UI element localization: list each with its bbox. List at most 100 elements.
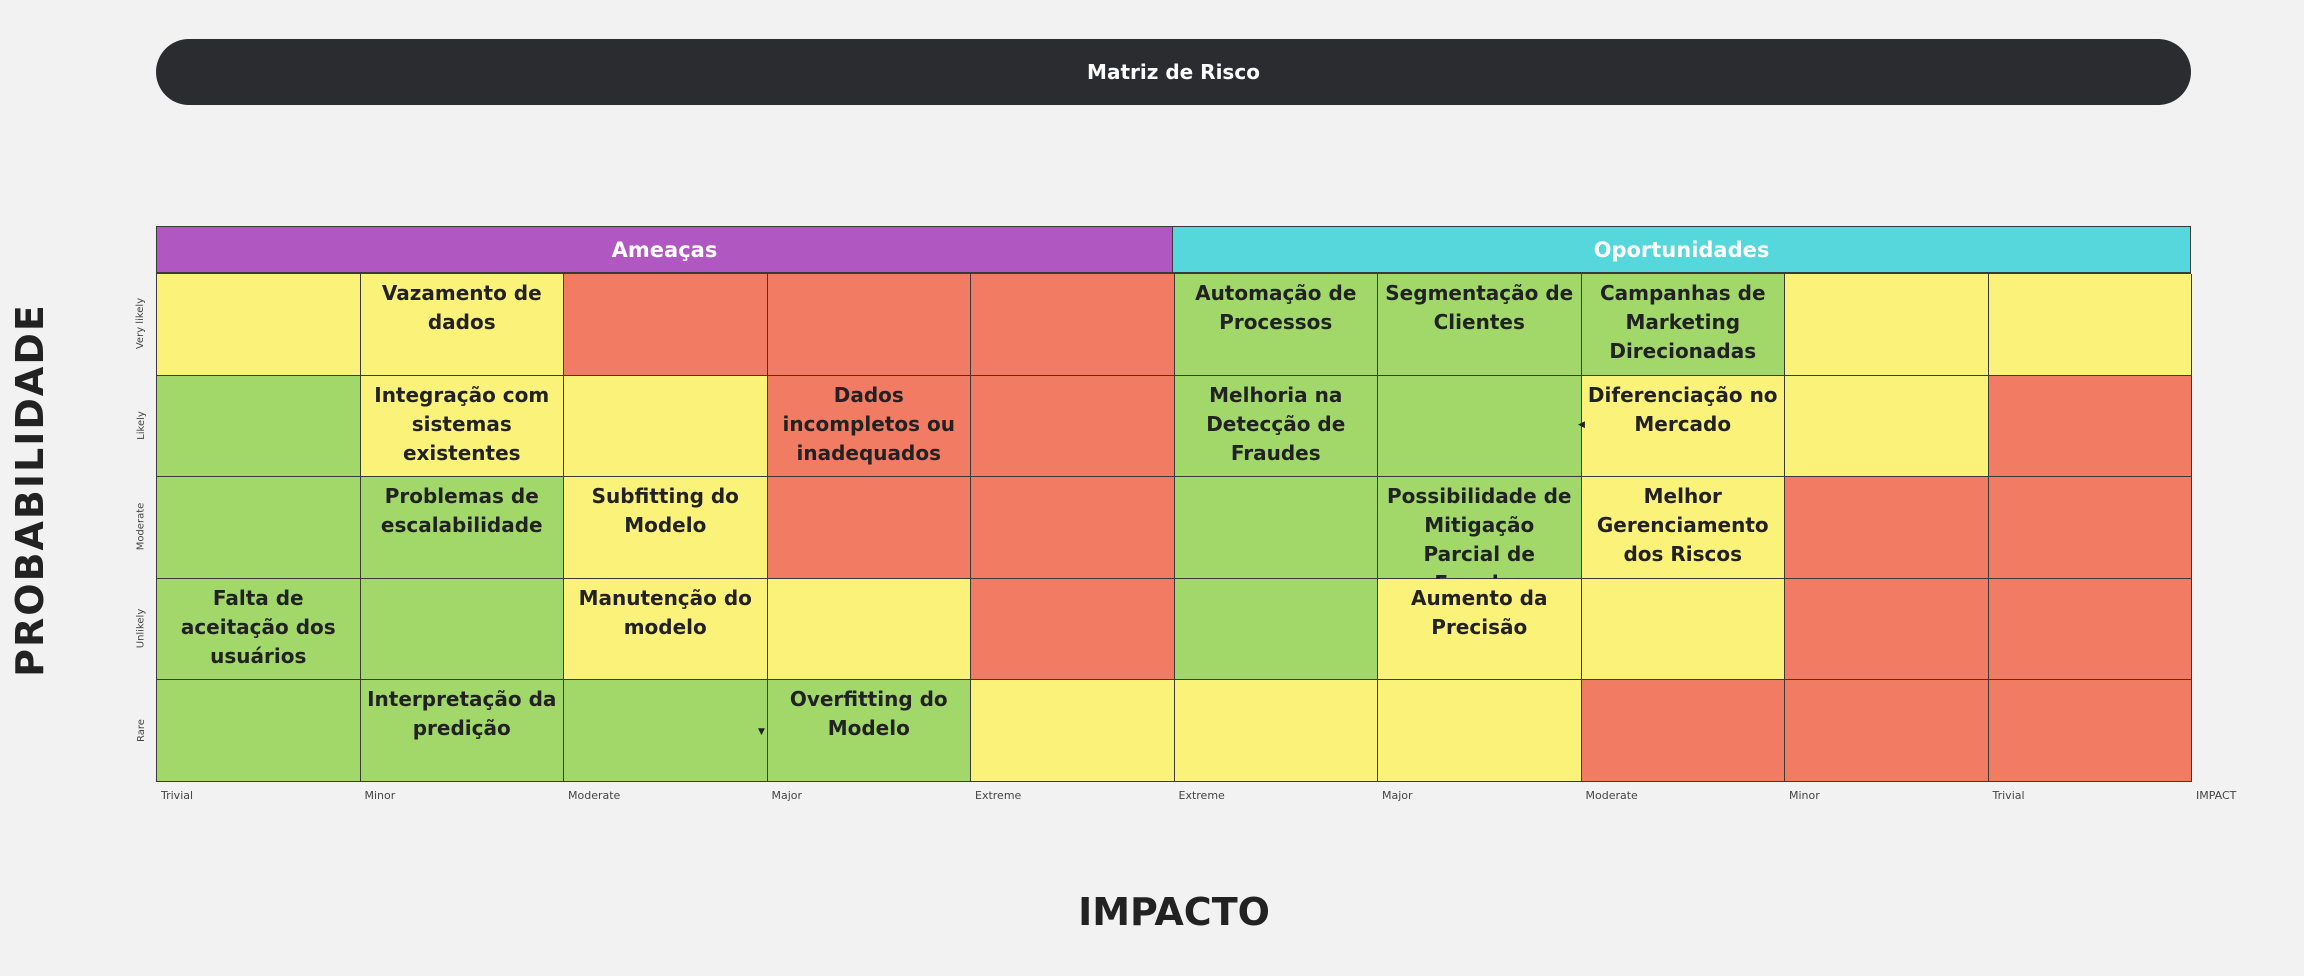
matrix-cell	[971, 274, 1175, 376]
risk-item-cell: Vazamento de dados	[360, 274, 564, 376]
matrix-cell	[767, 477, 971, 579]
risk-item-label: Manutenção do modelo	[578, 585, 752, 639]
x-level-label: Trivial	[161, 789, 194, 802]
opportunities-header: Oportunidades	[1173, 226, 2191, 273]
risk-item-cell: Melhor Gerenciamento dos Riscos	[1581, 477, 1785, 579]
matrix-cell	[1988, 274, 2192, 376]
matrix-cell	[1785, 375, 1989, 478]
matrix-cell	[1174, 680, 1378, 782]
x-level-label: Extreme	[975, 789, 1022, 802]
risk-item-label: Automação de Processos	[1195, 281, 1357, 334]
y-level-label: Likely	[126, 375, 156, 477]
risk-item-label: Melhoria na Detecção de Fraudes	[1206, 382, 1346, 465]
matrix-cell	[767, 578, 971, 681]
matrix-cell	[1988, 578, 2192, 681]
matrix-cell	[360, 578, 564, 681]
x-axis-end-label: IMPACT	[2196, 789, 2237, 802]
matrix-cell	[1174, 578, 1378, 681]
risk-item-label: Problemas de escalabilidade	[380, 484, 543, 538]
y-axis-title: PROBABILIDADE	[8, 303, 53, 677]
risk-item-cell: Problemas de escalabilidade	[360, 477, 564, 579]
matrix-cell	[1174, 477, 1378, 579]
connector-arrow-icon: ◀	[1578, 420, 1585, 430]
risk-item-cell: Diferenciação no Mercado	[1581, 375, 1785, 478]
y-axis-title-wrap: PROBABILIDADE	[8, 250, 52, 730]
risk-item-label: Integração com sistemas existentes	[374, 382, 550, 465]
risk-item-cell: Possibilidade de Mitigação Parcial de Fr…	[1378, 477, 1582, 595]
matrix-cell	[1785, 477, 1989, 579]
matrix-cell	[564, 274, 768, 376]
risk-item-cell: Manutenção do modelo	[564, 578, 768, 681]
risk-item-label: Dados incompletos ou inadequados	[782, 382, 955, 465]
matrix-title-bar: Matriz de Risco	[156, 39, 2191, 105]
x-level-label: Minor	[1789, 789, 1820, 802]
matrix-cell	[1581, 680, 1785, 782]
matrix-cell	[1378, 680, 1582, 782]
x-level-label: Moderate	[568, 789, 621, 802]
x-level-label: Major	[771, 789, 803, 802]
risk-item-label: Falta de aceitação dos usuários	[180, 585, 336, 668]
x-level-label: Major	[1382, 789, 1413, 802]
page-title: Matriz de Risco	[1087, 60, 1260, 84]
matrix-cell	[564, 375, 768, 478]
opportunities-header-label: Oportunidades	[1593, 237, 1770, 262]
risk-item-cell: Aumento da Precisão	[1378, 578, 1582, 681]
risk-matrix: Ameaças Oportunidades Vazamento de dados…	[156, 226, 2192, 782]
risk-item-cell: Subfitting do Modelo	[564, 477, 768, 579]
risk-item-label: Overfitting do Modelo	[789, 687, 948, 741]
risk-item-cell: Overfitting do Modelo	[767, 680, 971, 782]
matrix-cell	[157, 477, 361, 579]
x-level-label: Trivial	[1992, 789, 2025, 802]
y-level-label: Moderate	[126, 476, 156, 578]
risk-item-cell: Integração com sistemas existentes	[360, 375, 564, 478]
matrix-cell	[157, 680, 361, 782]
matrix-cell	[1785, 680, 1989, 782]
matrix-cell	[1988, 477, 2192, 579]
matrix-cell	[157, 375, 361, 478]
risk-item-cell: Dados incompletos ou inadequados	[767, 375, 971, 478]
risk-item-label: Interpretação da predição	[367, 687, 557, 741]
threats-header: Ameaças	[156, 226, 1173, 273]
risk-item-cell: Interpretação da predição	[360, 680, 564, 782]
risk-item-cell: Melhoria na Detecção de Fraudes	[1174, 375, 1378, 478]
y-level-text: Likely	[135, 411, 147, 440]
y-level-text: Very likely	[135, 298, 147, 350]
risk-item-cell: Automação de Processos	[1174, 274, 1378, 376]
matrix-cell	[1581, 578, 1785, 681]
risk-item-label: Possibilidade de Mitigação Parcial de Fr…	[1387, 484, 1572, 595]
matrix-grid: Vazamento de dados Automação de Processos…	[156, 273, 2192, 782]
matrix-cell	[1988, 680, 2192, 782]
y-level-text: Moderate	[135, 503, 147, 551]
risk-item-cell: Campanhas de Marketing Direcionadas	[1581, 274, 1785, 376]
matrix-cell	[971, 477, 1175, 579]
x-axis-title: IMPACTO	[1078, 890, 1270, 934]
matrix-cell	[971, 680, 1175, 782]
y-level-label: Rare	[126, 679, 156, 781]
risk-item-label: Vazamento de dados	[381, 281, 542, 334]
risk-item-label: Campanhas de Marketing Direcionadas	[1599, 281, 1766, 363]
risk-item-label: Melhor Gerenciamento dos Riscos	[1596, 484, 1769, 567]
matrix-cell	[1378, 375, 1582, 478]
y-level-label: Very likely	[126, 273, 156, 375]
matrix-cell	[1988, 375, 2192, 478]
matrix-cell	[1785, 274, 1989, 376]
matrix-cell	[971, 375, 1175, 478]
risk-item-label: Segmentação de Clientes	[1385, 281, 1574, 334]
x-level-label: Moderate	[1585, 789, 1638, 802]
matrix-cell	[767, 274, 971, 376]
risk-item-cell: Falta de aceitação dos usuários	[157, 578, 361, 681]
y-level-text: Unlikely	[135, 608, 147, 649]
risk-item-label: Subfitting do Modelo	[591, 484, 739, 538]
x-level-label: Minor	[364, 789, 396, 802]
connector-arrow-icon: ▼	[758, 727, 765, 737]
matrix-cell	[1785, 578, 1989, 681]
section-headers: Ameaças Oportunidades	[156, 226, 2191, 273]
x-level-label: Extreme	[1178, 789, 1225, 802]
y-level-text: Rare	[135, 718, 147, 742]
risk-item-cell: Segmentação de Clientes	[1378, 274, 1582, 376]
threats-header-label: Ameaças	[611, 237, 718, 262]
risk-item-label: Aumento da Precisão	[1411, 585, 1548, 639]
risk-item-label: Diferenciação no Mercado	[1587, 382, 1778, 436]
y-level-label: Unlikely	[126, 578, 156, 680]
matrix-cell	[564, 680, 768, 782]
